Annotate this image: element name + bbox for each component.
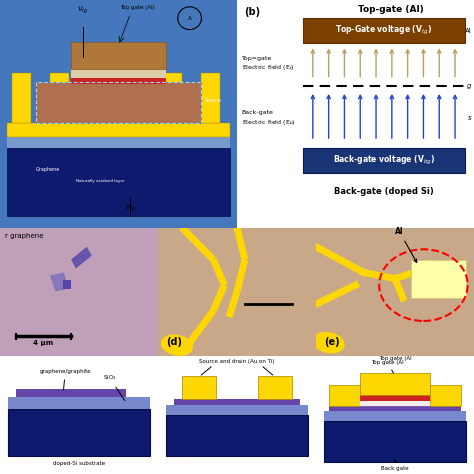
Bar <box>71 69 166 79</box>
Bar <box>328 406 461 411</box>
Text: (b): (b) <box>244 7 260 17</box>
Text: Graphene: Graphene <box>36 167 60 172</box>
Bar <box>360 401 430 406</box>
Bar <box>88 73 107 123</box>
Text: SiO$_2$: SiO$_2$ <box>103 373 125 401</box>
Bar <box>166 405 308 415</box>
Bar <box>430 384 461 406</box>
Bar <box>303 148 465 173</box>
Bar <box>126 73 145 123</box>
Text: (e): (e) <box>324 337 339 347</box>
Text: Source and drain (Au on Ti): Source and drain (Au on Ti) <box>199 359 275 364</box>
Bar <box>63 280 71 289</box>
Bar <box>50 73 69 123</box>
Text: Top-gate (Al): Top-gate (Al) <box>358 5 424 14</box>
Text: Al: Al <box>465 27 472 34</box>
Bar <box>16 389 127 397</box>
Text: (d): (d) <box>166 337 182 347</box>
Ellipse shape <box>313 333 344 353</box>
Text: Back-gate
Electric field (E$_b$): Back-gate Electric field (E$_b$) <box>242 110 296 127</box>
Bar <box>411 260 466 298</box>
Bar <box>174 399 300 405</box>
Text: Al: Al <box>395 227 417 263</box>
Bar <box>36 82 201 123</box>
Bar <box>360 374 430 394</box>
Text: Top gate (Al): Top gate (Al) <box>120 5 155 10</box>
Bar <box>166 415 308 456</box>
Bar <box>182 375 217 399</box>
Text: graphene/graphite: graphene/graphite <box>39 369 91 390</box>
Text: $V_{tg}$: $V_{tg}$ <box>77 4 89 16</box>
Text: Back gate: Back gate <box>381 460 409 472</box>
Bar <box>164 73 182 123</box>
Polygon shape <box>71 246 91 268</box>
Bar <box>71 42 166 69</box>
Text: Back-gate voltage (V$_{bg}$): Back-gate voltage (V$_{bg}$) <box>333 154 435 167</box>
Text: Back-gate (doped Si): Back-gate (doped Si) <box>334 187 434 196</box>
Text: Source: Source <box>205 99 222 103</box>
Bar <box>360 394 430 401</box>
Text: $V_{bg}$: $V_{bg}$ <box>124 202 137 213</box>
Polygon shape <box>7 137 230 148</box>
Bar <box>12 73 31 123</box>
Ellipse shape <box>162 335 192 356</box>
Bar <box>328 384 360 406</box>
Text: A: A <box>188 16 191 21</box>
Text: Top-Gate voltage (V$_{tg}$): Top-Gate voltage (V$_{tg}$) <box>336 24 432 37</box>
Text: Top gate (Al: Top gate (Al <box>371 360 403 373</box>
Bar <box>71 79 166 84</box>
Bar <box>324 411 466 421</box>
Bar <box>8 409 150 456</box>
Bar <box>8 397 150 409</box>
Text: Top=gate
Electric field (E$_t$): Top=gate Electric field (E$_t$) <box>242 55 294 72</box>
Text: doped-Si substrate: doped-Si substrate <box>53 461 105 465</box>
Text: 4 μm: 4 μm <box>33 340 54 346</box>
Bar <box>303 18 465 43</box>
Bar <box>324 421 466 462</box>
Bar <box>257 375 292 399</box>
Text: g: g <box>467 83 472 90</box>
Polygon shape <box>7 148 230 216</box>
Bar <box>50 273 69 292</box>
Text: Top gate (Al: Top gate (Al <box>379 356 411 361</box>
Text: Naturally oxidized layer: Naturally oxidized layer <box>76 179 125 183</box>
Bar <box>201 73 220 123</box>
Bar <box>7 123 230 137</box>
Text: r graphene: r graphene <box>5 233 43 239</box>
Bar <box>36 82 201 123</box>
Text: s: s <box>468 115 472 121</box>
